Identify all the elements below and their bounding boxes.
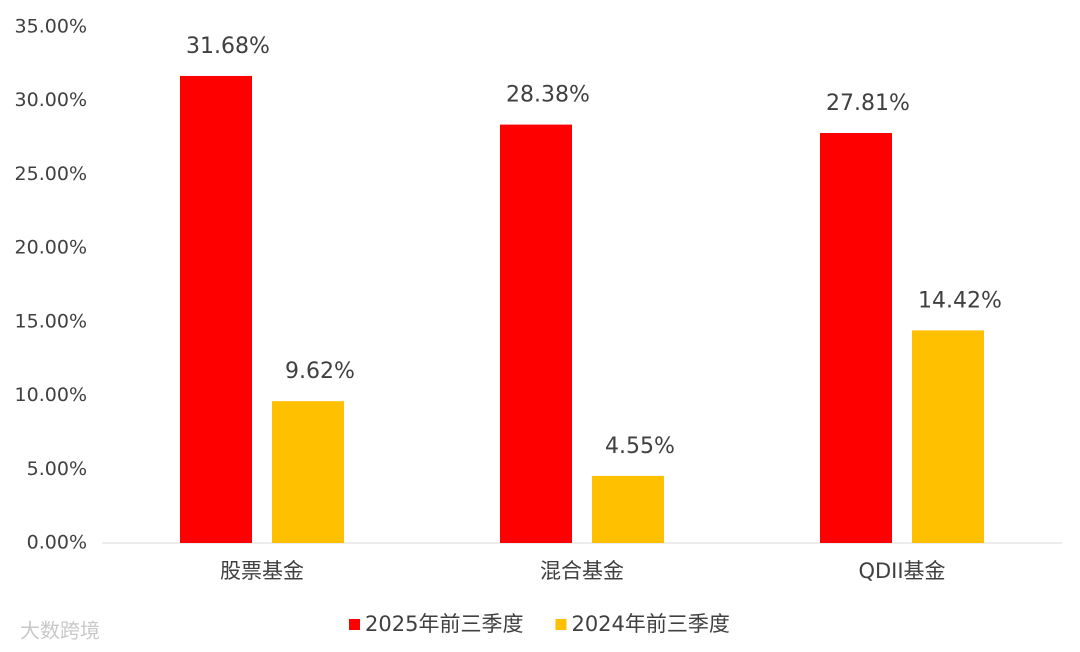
y-tick-label: 15.00% <box>15 310 87 332</box>
value-label: 31.68% <box>186 34 270 59</box>
bar <box>592 475 664 543</box>
y-tick-label: 35.00% <box>15 16 87 38</box>
legend-label: 2025年前三季度 <box>365 612 523 636</box>
bar <box>912 330 984 543</box>
bar <box>272 401 344 543</box>
bar <box>180 75 252 543</box>
x-tick-label: QDII基金 <box>858 559 945 583</box>
bar <box>820 133 892 543</box>
y-tick-label: 10.00% <box>15 384 87 406</box>
value-label: 4.55% <box>605 434 675 459</box>
value-label: 27.81% <box>826 91 910 116</box>
legend-swatch <box>555 619 567 630</box>
value-label: 28.38% <box>506 83 590 108</box>
x-tick-label: 混合基金 <box>540 559 624 583</box>
watermark: 大数跨境 <box>20 619 100 643</box>
legend-swatch <box>349 619 360 630</box>
y-tick-label: 20.00% <box>15 237 87 259</box>
y-tick-label: 0.00% <box>27 532 87 554</box>
x-tick-label: 股票基金 <box>220 559 304 583</box>
bar <box>500 124 572 543</box>
value-label: 14.42% <box>918 288 1002 313</box>
y-tick-label: 25.00% <box>15 163 87 185</box>
y-tick-label: 30.00% <box>15 89 87 111</box>
y-tick-label: 5.00% <box>27 458 87 480</box>
legend-label: 2024年前三季度 <box>571 612 729 636</box>
value-label: 9.62% <box>285 359 355 384</box>
